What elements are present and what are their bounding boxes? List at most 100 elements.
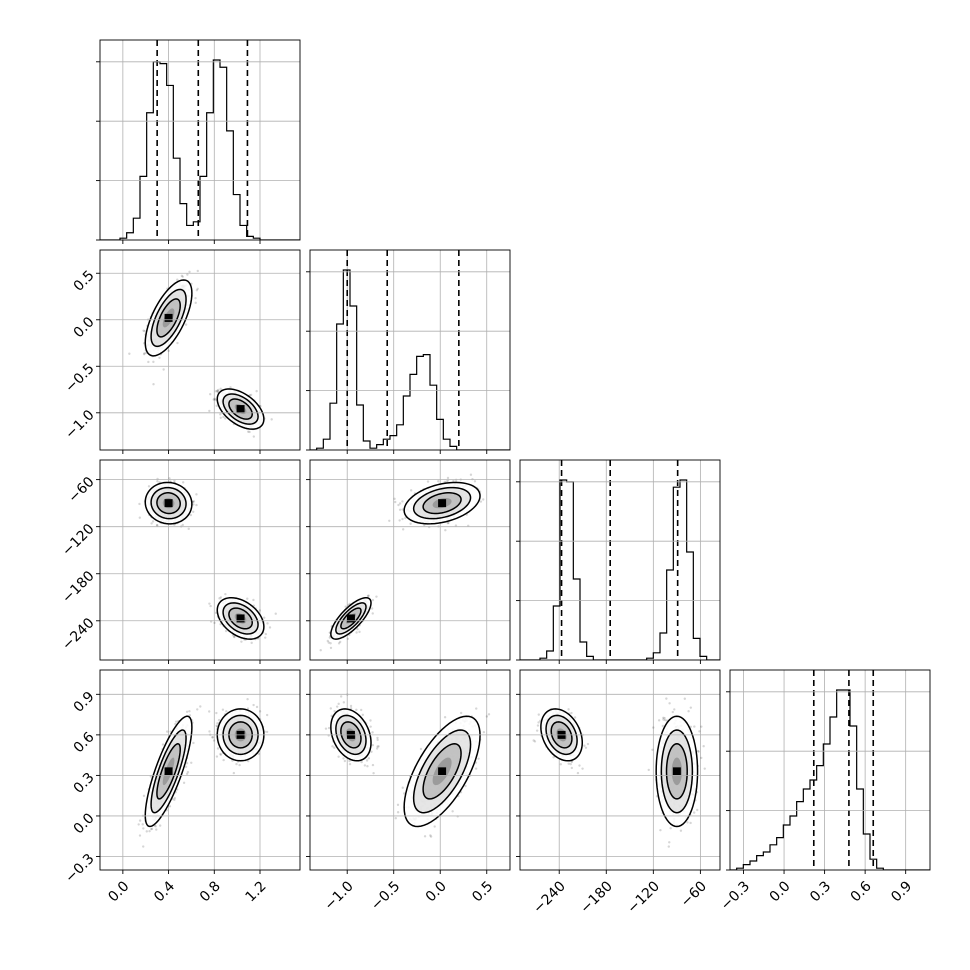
scatter-point — [188, 270, 191, 274]
scatter-point — [156, 524, 159, 527]
scatter-point — [394, 500, 397, 504]
scatter-point — [274, 612, 277, 615]
density-peak — [164, 313, 173, 322]
y-tick-label: −1.0 — [62, 407, 97, 442]
scatter-point — [158, 356, 161, 359]
panel-body — [319, 473, 485, 652]
panel-2-2 — [516, 459, 721, 664]
contour-line — [228, 607, 253, 630]
panel-3-0: −0.30.00.30.60.90.0 0.4 0.8 1.2 — [62, 669, 301, 905]
panel-1-1 — [306, 249, 511, 454]
scatter-point — [143, 352, 146, 355]
scatter-point — [150, 827, 153, 831]
scatter-point — [219, 413, 222, 416]
scatter-point — [218, 597, 221, 600]
scatter-point — [224, 629, 228, 633]
scatter-point — [426, 480, 430, 483]
y-tick-label: −120 — [59, 521, 98, 560]
scatter-point — [219, 416, 222, 419]
contour-line — [150, 486, 187, 520]
scatter-point — [192, 510, 195, 513]
scatter-point — [346, 637, 350, 640]
panel-body — [310, 250, 510, 450]
scatter-point — [196, 287, 199, 290]
scatter-point — [181, 481, 185, 484]
scatter-point — [401, 500, 404, 503]
scatter-point — [398, 502, 402, 505]
scatter-point — [161, 743, 165, 746]
contour-line — [330, 596, 372, 640]
scatter-point — [128, 352, 131, 355]
scatter-point — [145, 830, 148, 833]
density-peak — [346, 614, 355, 623]
scatter-point — [216, 389, 219, 393]
contour-line — [144, 279, 193, 357]
scatter-point — [184, 323, 188, 326]
panel-2-0: −240−180−120−60 — [59, 459, 301, 664]
scatter-point — [355, 631, 358, 634]
contour-line — [150, 288, 187, 348]
scatter-point — [219, 596, 223, 599]
scatter-point — [168, 805, 172, 808]
panel-frame — [309, 249, 511, 451]
scatter-point — [185, 710, 189, 714]
scatter-point — [176, 341, 179, 345]
scatter-point — [252, 598, 255, 602]
scatter-point — [257, 752, 260, 756]
scatter-point — [247, 430, 250, 433]
contour-line — [412, 486, 472, 520]
panel-frame — [309, 459, 511, 661]
scatter-point — [152, 383, 155, 386]
scatter-point — [208, 409, 211, 413]
scatter-point — [427, 525, 431, 529]
scatter-point — [142, 352, 146, 356]
contour-line — [222, 393, 259, 425]
y-tick-label: −60 — [65, 474, 97, 506]
scatter-point — [224, 417, 227, 420]
scatter-point — [454, 524, 458, 527]
scatter-point — [147, 360, 150, 364]
scatter-point — [199, 705, 202, 708]
scatter-point — [168, 477, 171, 480]
contour-line — [156, 743, 181, 800]
scatter-point — [194, 301, 197, 305]
scatter-point — [141, 823, 144, 826]
scatter-point — [189, 513, 193, 517]
scatter-point — [214, 390, 218, 393]
scatter-point — [162, 368, 165, 371]
contour-line — [228, 398, 253, 420]
panel-body — [100, 40, 300, 240]
scatter-point — [150, 827, 154, 831]
scatter-point — [216, 389, 219, 393]
scatter-point — [375, 595, 378, 598]
scatter-point — [397, 503, 400, 507]
scatter-point — [148, 829, 151, 833]
scatter-point — [401, 528, 405, 531]
scatter-point — [215, 711, 218, 715]
scatter-point — [266, 622, 269, 625]
scatter-point — [327, 641, 330, 644]
scatter-point — [224, 592, 227, 596]
scatter-point — [371, 612, 374, 615]
scatter-point — [437, 480, 440, 483]
scatter-point — [173, 798, 176, 802]
scatter-point — [388, 519, 391, 522]
scatter-point — [329, 642, 332, 645]
histogram — [310, 269, 510, 450]
scatter-point — [409, 489, 413, 492]
scatter-point — [186, 770, 190, 774]
scatter-point — [212, 398, 215, 401]
scatter-point — [270, 418, 273, 421]
scatter-point — [181, 523, 184, 527]
panel-body — [137, 697, 269, 848]
scatter-point — [187, 527, 190, 531]
scatter-point — [398, 519, 401, 522]
scatter-point — [401, 508, 404, 511]
scatter-point — [371, 598, 375, 602]
scatter-point — [173, 796, 177, 800]
scatter-point — [152, 360, 155, 364]
scatter-point — [209, 604, 212, 608]
scatter-point — [233, 635, 236, 638]
scatter-point — [398, 508, 402, 512]
contour-line — [156, 492, 181, 515]
